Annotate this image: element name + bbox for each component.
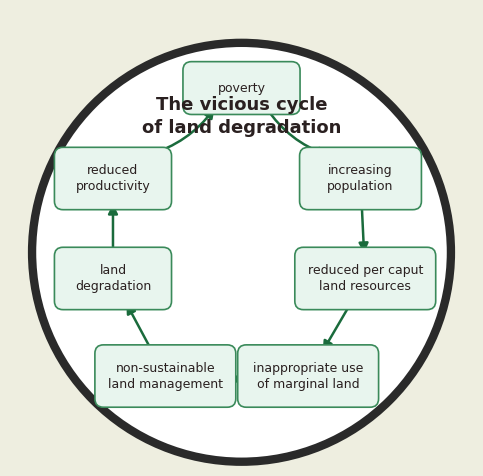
FancyArrowPatch shape <box>148 110 213 155</box>
FancyBboxPatch shape <box>55 248 171 310</box>
FancyBboxPatch shape <box>295 248 436 310</box>
Text: reduced
productivity: reduced productivity <box>76 164 150 193</box>
FancyBboxPatch shape <box>299 148 422 209</box>
Text: non-sustainable
land management: non-sustainable land management <box>108 362 223 390</box>
FancyArrowPatch shape <box>109 207 117 253</box>
FancyBboxPatch shape <box>95 345 236 407</box>
FancyBboxPatch shape <box>238 345 379 407</box>
FancyArrowPatch shape <box>233 376 243 383</box>
Text: reduced per caput
land resources: reduced per caput land resources <box>308 264 423 293</box>
FancyArrowPatch shape <box>324 304 351 348</box>
Text: land
degradation: land degradation <box>75 264 151 293</box>
Circle shape <box>32 43 451 462</box>
FancyBboxPatch shape <box>183 62 300 115</box>
FancyBboxPatch shape <box>55 148 171 209</box>
Text: poverty: poverty <box>217 81 266 95</box>
Text: The vicious cycle
of land degradation: The vicious cycle of land degradation <box>142 96 341 138</box>
FancyArrowPatch shape <box>267 108 326 155</box>
FancyArrowPatch shape <box>128 306 152 351</box>
Text: increasing
population: increasing population <box>327 164 394 193</box>
FancyArrowPatch shape <box>360 204 368 250</box>
Text: inappropriate use
of marginal land: inappropriate use of marginal land <box>253 362 363 390</box>
